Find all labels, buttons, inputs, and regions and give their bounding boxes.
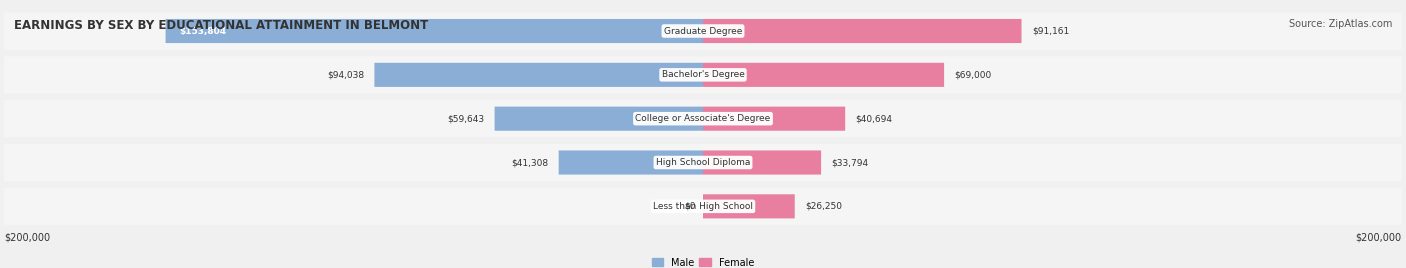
- FancyBboxPatch shape: [703, 194, 794, 218]
- FancyBboxPatch shape: [703, 107, 845, 131]
- Text: Graduate Degree: Graduate Degree: [664, 27, 742, 36]
- FancyBboxPatch shape: [495, 107, 703, 131]
- Text: $69,000: $69,000: [955, 70, 991, 79]
- FancyBboxPatch shape: [4, 100, 1402, 137]
- Legend: Male, Female: Male, Female: [652, 258, 754, 268]
- FancyBboxPatch shape: [374, 63, 703, 87]
- Text: College or Associate's Degree: College or Associate's Degree: [636, 114, 770, 123]
- FancyBboxPatch shape: [4, 188, 1402, 225]
- Text: $59,643: $59,643: [447, 114, 484, 123]
- Text: $40,694: $40,694: [856, 114, 893, 123]
- Text: Source: ZipAtlas.com: Source: ZipAtlas.com: [1288, 19, 1392, 29]
- Text: EARNINGS BY SEX BY EDUCATIONAL ATTAINMENT IN BELMONT: EARNINGS BY SEX BY EDUCATIONAL ATTAINMEN…: [14, 19, 429, 32]
- Text: $33,794: $33,794: [831, 158, 869, 167]
- FancyBboxPatch shape: [703, 63, 943, 87]
- Text: $153,804: $153,804: [180, 27, 226, 36]
- Text: $94,038: $94,038: [326, 70, 364, 79]
- FancyBboxPatch shape: [4, 56, 1402, 94]
- Text: $26,250: $26,250: [806, 202, 842, 211]
- FancyBboxPatch shape: [703, 19, 1022, 43]
- Text: $200,000: $200,000: [4, 233, 51, 243]
- Text: Less than High School: Less than High School: [652, 202, 754, 211]
- Text: $91,161: $91,161: [1032, 27, 1070, 36]
- FancyBboxPatch shape: [4, 12, 1402, 50]
- Text: $41,308: $41,308: [510, 158, 548, 167]
- FancyBboxPatch shape: [703, 150, 821, 174]
- Text: High School Diploma: High School Diploma: [655, 158, 751, 167]
- Text: Bachelor's Degree: Bachelor's Degree: [662, 70, 744, 79]
- FancyBboxPatch shape: [166, 19, 703, 43]
- Text: $0: $0: [685, 202, 696, 211]
- FancyBboxPatch shape: [558, 150, 703, 174]
- Text: $200,000: $200,000: [1355, 233, 1402, 243]
- FancyBboxPatch shape: [4, 144, 1402, 181]
